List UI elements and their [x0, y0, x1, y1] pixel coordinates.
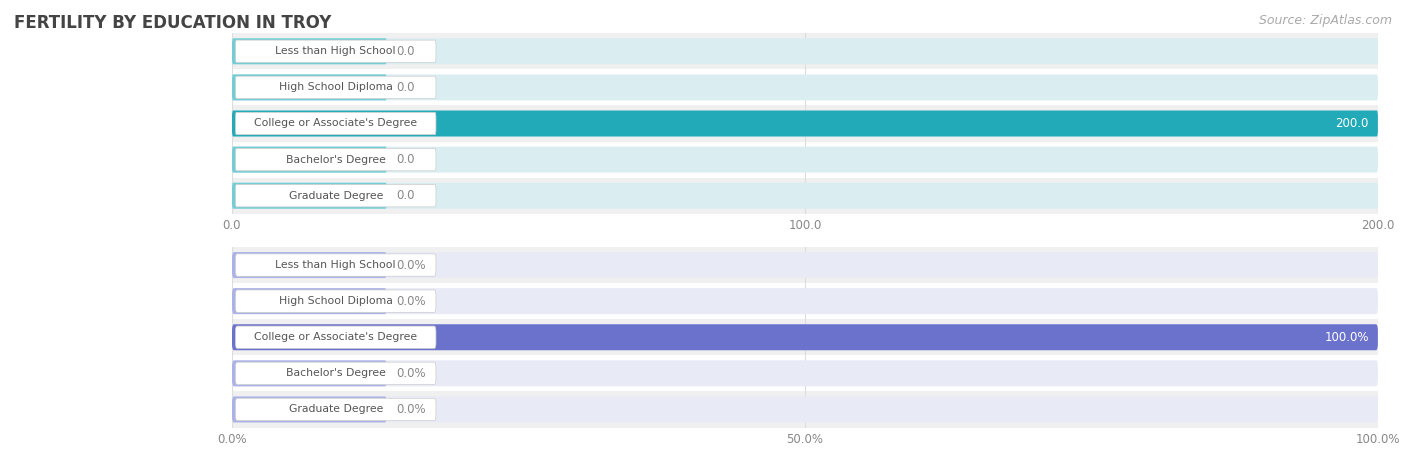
- Bar: [232, 33, 1378, 69]
- Bar: [232, 142, 1378, 178]
- FancyBboxPatch shape: [235, 362, 436, 385]
- FancyBboxPatch shape: [235, 148, 436, 171]
- FancyBboxPatch shape: [232, 183, 1378, 209]
- FancyBboxPatch shape: [232, 111, 1378, 136]
- FancyBboxPatch shape: [235, 184, 436, 207]
- FancyBboxPatch shape: [232, 324, 1378, 350]
- FancyBboxPatch shape: [232, 147, 387, 172]
- FancyBboxPatch shape: [232, 252, 1378, 278]
- Text: College or Associate's Degree: College or Associate's Degree: [254, 332, 418, 342]
- FancyBboxPatch shape: [232, 38, 387, 64]
- FancyBboxPatch shape: [232, 288, 1378, 314]
- Bar: [232, 391, 1378, 428]
- Text: 0.0%: 0.0%: [396, 403, 426, 416]
- FancyBboxPatch shape: [232, 111, 1378, 136]
- Text: 0.0: 0.0: [396, 153, 415, 166]
- Bar: [232, 319, 1378, 355]
- Text: 100.0%: 100.0%: [1324, 331, 1368, 344]
- Bar: [232, 105, 1378, 142]
- FancyBboxPatch shape: [232, 397, 1378, 422]
- FancyBboxPatch shape: [232, 288, 387, 314]
- Bar: [232, 283, 1378, 319]
- FancyBboxPatch shape: [232, 183, 387, 209]
- FancyBboxPatch shape: [235, 40, 436, 63]
- FancyBboxPatch shape: [235, 326, 436, 349]
- Text: 0.0: 0.0: [396, 189, 415, 202]
- Text: High School Diploma: High School Diploma: [278, 296, 392, 306]
- Text: Graduate Degree: Graduate Degree: [288, 404, 382, 415]
- FancyBboxPatch shape: [232, 38, 1378, 64]
- Text: Graduate Degree: Graduate Degree: [288, 190, 382, 201]
- Bar: [232, 69, 1378, 105]
- FancyBboxPatch shape: [232, 397, 387, 422]
- Text: Less than High School: Less than High School: [276, 260, 396, 270]
- Text: 0.0: 0.0: [396, 81, 415, 94]
- Text: Less than High School: Less than High School: [276, 46, 396, 57]
- FancyBboxPatch shape: [232, 147, 1378, 172]
- Text: High School Diploma: High School Diploma: [278, 82, 392, 93]
- FancyBboxPatch shape: [232, 324, 1378, 350]
- Text: 0.0%: 0.0%: [396, 294, 426, 308]
- Text: College or Associate's Degree: College or Associate's Degree: [254, 118, 418, 129]
- FancyBboxPatch shape: [235, 76, 436, 99]
- Bar: [232, 178, 1378, 214]
- FancyBboxPatch shape: [232, 361, 387, 386]
- Text: Bachelor's Degree: Bachelor's Degree: [285, 368, 385, 379]
- FancyBboxPatch shape: [232, 252, 387, 278]
- Text: 0.0%: 0.0%: [396, 367, 426, 380]
- FancyBboxPatch shape: [232, 75, 387, 100]
- FancyBboxPatch shape: [235, 290, 436, 313]
- FancyBboxPatch shape: [235, 398, 436, 421]
- Text: 200.0: 200.0: [1336, 117, 1368, 130]
- Text: 0.0: 0.0: [396, 45, 415, 58]
- FancyBboxPatch shape: [232, 75, 1378, 100]
- FancyBboxPatch shape: [235, 112, 436, 135]
- Bar: [232, 247, 1378, 283]
- FancyBboxPatch shape: [232, 361, 1378, 386]
- FancyBboxPatch shape: [235, 254, 436, 276]
- Text: Source: ZipAtlas.com: Source: ZipAtlas.com: [1258, 14, 1392, 27]
- Text: FERTILITY BY EDUCATION IN TROY: FERTILITY BY EDUCATION IN TROY: [14, 14, 332, 32]
- Bar: [232, 355, 1378, 391]
- Text: Bachelor's Degree: Bachelor's Degree: [285, 154, 385, 165]
- Text: 0.0%: 0.0%: [396, 258, 426, 272]
